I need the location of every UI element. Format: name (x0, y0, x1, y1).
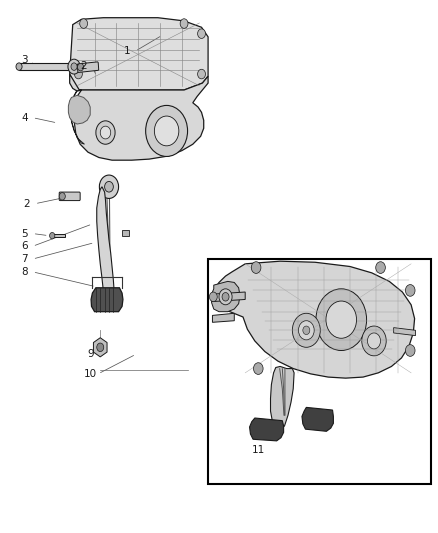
Circle shape (219, 289, 232, 305)
Circle shape (362, 326, 386, 356)
Circle shape (59, 192, 65, 200)
Polygon shape (271, 367, 294, 428)
Polygon shape (91, 288, 123, 312)
Circle shape (68, 59, 80, 74)
Polygon shape (250, 418, 284, 441)
Circle shape (209, 292, 217, 302)
Polygon shape (394, 328, 416, 336)
Polygon shape (70, 18, 208, 90)
Circle shape (326, 301, 357, 338)
Circle shape (292, 313, 320, 348)
Polygon shape (70, 74, 208, 160)
Circle shape (97, 343, 104, 352)
Circle shape (71, 63, 77, 70)
Circle shape (316, 289, 367, 351)
Polygon shape (19, 63, 73, 70)
Circle shape (105, 181, 113, 192)
Text: 1: 1 (124, 46, 131, 56)
Polygon shape (68, 95, 90, 124)
Text: 2: 2 (24, 199, 30, 209)
Text: 8: 8 (21, 267, 28, 277)
Circle shape (254, 363, 263, 374)
Polygon shape (212, 292, 245, 302)
Circle shape (376, 262, 385, 273)
Text: 10: 10 (84, 369, 97, 379)
Polygon shape (302, 407, 333, 431)
Circle shape (367, 333, 381, 349)
Polygon shape (122, 230, 130, 236)
Circle shape (100, 126, 111, 139)
Polygon shape (71, 90, 85, 144)
Circle shape (80, 19, 88, 28)
Text: 2: 2 (80, 61, 87, 70)
Circle shape (198, 69, 205, 79)
Circle shape (406, 285, 415, 296)
Circle shape (180, 19, 188, 28)
FancyBboxPatch shape (59, 192, 80, 200)
Circle shape (303, 326, 310, 335)
Circle shape (96, 121, 115, 144)
Text: 4: 4 (21, 112, 28, 123)
Circle shape (78, 63, 84, 71)
FancyBboxPatch shape (208, 259, 431, 484)
Circle shape (406, 345, 415, 357)
Circle shape (198, 29, 205, 38)
Polygon shape (210, 261, 428, 482)
Circle shape (154, 116, 179, 146)
Text: 11: 11 (252, 445, 265, 455)
Circle shape (49, 232, 55, 239)
Circle shape (251, 262, 261, 273)
Circle shape (146, 106, 187, 157)
Text: 5: 5 (21, 229, 28, 239)
Polygon shape (52, 233, 65, 237)
Polygon shape (93, 338, 107, 357)
Text: 6: 6 (21, 241, 28, 251)
Text: 9: 9 (87, 349, 93, 359)
Circle shape (222, 293, 229, 301)
FancyBboxPatch shape (78, 62, 99, 72)
Circle shape (74, 69, 82, 79)
Circle shape (298, 321, 314, 340)
Text: 3: 3 (21, 55, 28, 65)
Circle shape (99, 175, 119, 198)
Polygon shape (214, 261, 415, 378)
Circle shape (16, 63, 22, 70)
Polygon shape (97, 187, 114, 298)
Polygon shape (212, 281, 240, 312)
Text: 7: 7 (21, 254, 28, 264)
Polygon shape (212, 313, 234, 322)
